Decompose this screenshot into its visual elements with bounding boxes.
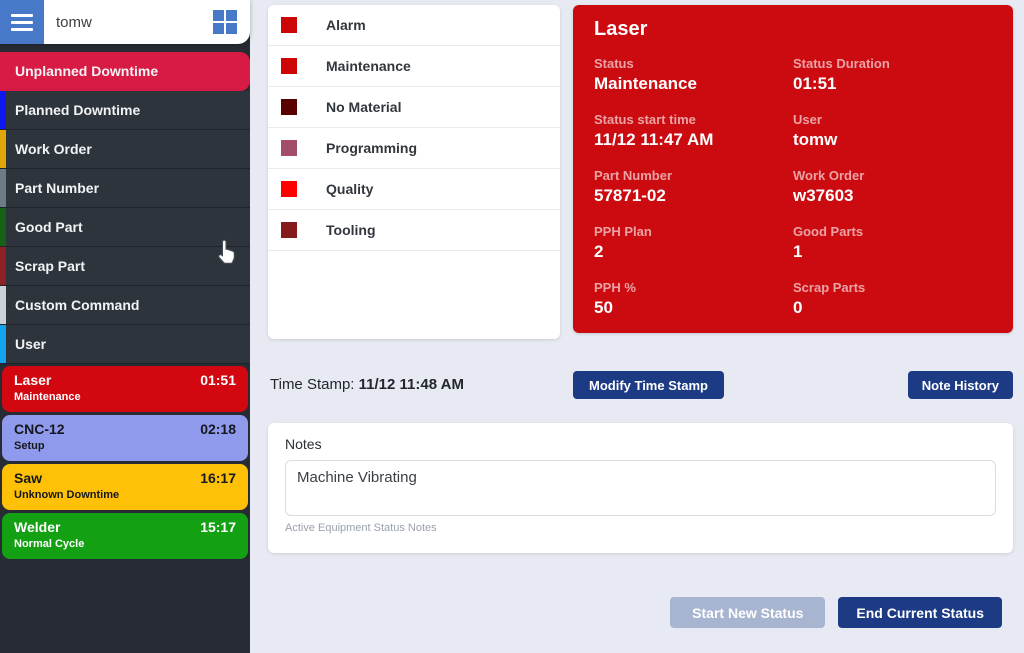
reason-color-swatch (281, 58, 297, 74)
equipment-status-panel: Laser Status Maintenance Status Duration… (573, 5, 1013, 333)
color-stripe (0, 286, 6, 324)
reason-label: Programming (326, 140, 418, 156)
reason-item-alarm[interactable]: Alarm (268, 5, 560, 46)
field-scrap-parts: Scrap Parts 0 (793, 280, 866, 317)
machine-duration: 15:17 (200, 519, 236, 535)
reason-label: Tooling (326, 222, 376, 238)
status-field-grid: Status Maintenance Status Duration 01:51… (594, 56, 992, 318)
reason-label: Alarm (326, 17, 366, 33)
machine-name: Welder (14, 519, 61, 535)
note-history-button[interactable]: Note History (907, 371, 1013, 399)
machine-name: Laser (14, 372, 52, 388)
sidebar-item-label: Scrap Part (15, 258, 86, 274)
field-status: Status Maintenance (594, 56, 697, 93)
timestamp-label: Time Stamp: (270, 376, 355, 393)
reason-label: Maintenance (326, 58, 411, 74)
color-stripe (0, 130, 6, 168)
reason-color-swatch (281, 17, 297, 33)
modify-time-stamp-button[interactable]: Modify Time Stamp (573, 371, 724, 399)
sidebar-item-good-part[interactable]: Good Part (0, 208, 250, 247)
sidebar-nav: Unplanned Downtime Planned Downtime Work… (0, 52, 250, 364)
timestamp-row: Time Stamp: 11/12 11:48 AM Modify Time S… (268, 368, 1013, 408)
reason-item-quality[interactable]: Quality (268, 169, 560, 210)
sidebar-item-label: User (15, 336, 47, 352)
machine-card-cnc-12[interactable]: CNC-12 02:18 Setup (2, 415, 248, 461)
equipment-title: Laser (594, 18, 648, 40)
apps-grid-button[interactable] (208, 5, 242, 39)
reason-color-swatch (281, 181, 297, 197)
menu-icon (11, 13, 33, 17)
machine-duration: 02:18 (200, 421, 236, 437)
start-new-status-button[interactable]: Start New Status (670, 597, 826, 628)
color-stripe (0, 169, 6, 207)
sidebar-header (0, 0, 250, 44)
end-current-status-button[interactable]: End Current Status (838, 597, 1002, 628)
reason-label: Quality (326, 181, 374, 197)
grid-icon (213, 10, 224, 21)
reason-item-no-material[interactable]: No Material (268, 87, 560, 128)
color-stripe (0, 325, 6, 363)
sidebar-item-label: Good Part (15, 219, 83, 235)
timestamp-value: 11/12 11:48 AM (358, 376, 464, 393)
color-stripe (0, 208, 6, 246)
field-work-order: Work Order w37603 (793, 168, 865, 205)
sidebar-item-custom-command[interactable]: Custom Command (0, 286, 250, 325)
reason-item-maintenance[interactable]: Maintenance (268, 46, 560, 87)
status-reason-list: Alarm Maintenance No Material Programmin… (268, 5, 560, 339)
field-pph-percent: PPH % 50 (594, 280, 636, 317)
sidebar-item-unplanned-downtime[interactable]: Unplanned Downtime (0, 52, 250, 91)
sidebar-item-label: Unplanned Downtime (15, 63, 159, 79)
sidebar-item-scrap-part[interactable]: Scrap Part (0, 247, 250, 286)
color-stripe (0, 247, 6, 285)
field-good-parts: Good Parts 1 (793, 224, 864, 261)
machine-card-saw[interactable]: Saw 16:17 Unknown Downtime (2, 464, 248, 510)
machine-name: Saw (14, 470, 43, 486)
reason-color-swatch (281, 99, 297, 115)
sidebar-item-label: Part Number (15, 180, 100, 196)
sidebar-item-label: Work Order (15, 141, 92, 157)
notes-input[interactable]: Machine Vibrating (285, 460, 996, 516)
machine-duration: 01:51 (200, 372, 236, 388)
field-part-number: Part Number 57871-02 (594, 168, 673, 205)
sidebar-item-part-number[interactable]: Part Number (0, 169, 250, 208)
machine-card-welder[interactable]: Welder 15:17 Normal Cycle (2, 513, 248, 559)
reason-label: No Material (326, 99, 402, 115)
machine-name: CNC-12 (14, 421, 65, 437)
reason-color-swatch (281, 222, 297, 238)
field-status-duration: Status Duration 01:51 (793, 56, 890, 93)
user-input[interactable] (44, 13, 208, 31)
machine-duration: 16:17 (200, 470, 236, 486)
machine-card-laser[interactable]: Laser 01:51 Maintenance (2, 366, 248, 412)
color-stripe (0, 91, 6, 129)
machine-status: Setup (14, 440, 45, 452)
sidebar-item-label: Custom Command (15, 297, 140, 313)
sidebar-item-work-order[interactable]: Work Order (0, 130, 250, 169)
notes-card: Notes Machine Vibrating Active Equipment… (268, 423, 1013, 553)
notes-title: Notes (285, 436, 322, 452)
timestamp-text: Time Stamp: 11/12 11:48 AM (270, 376, 464, 393)
reason-item-programming[interactable]: Programming (268, 128, 560, 169)
sidebar-item-planned-downtime[interactable]: Planned Downtime (0, 91, 250, 130)
machine-status: Maintenance (14, 391, 81, 403)
notes-helper-text: Active Equipment Status Notes (285, 522, 437, 534)
machine-status: Unknown Downtime (14, 489, 120, 501)
machine-status: Normal Cycle (14, 538, 85, 550)
field-pph-plan: PPH Plan 2 (594, 224, 652, 261)
machine-list: Laser 01:51 Maintenance CNC-12 02:18 Set… (0, 366, 250, 559)
field-user: User tomw (793, 112, 838, 149)
reason-item-tooling[interactable]: Tooling (268, 210, 560, 251)
hamburger-menu-button[interactable] (0, 0, 44, 44)
sidebar-item-label: Planned Downtime (15, 102, 141, 118)
reason-color-swatch (281, 140, 297, 156)
bottom-actions: Start New Status End Current Status (268, 597, 1013, 628)
sidebar: Unplanned Downtime Planned Downtime Work… (0, 0, 250, 653)
field-status-start-time: Status start time 11/12 11:47 AM (594, 112, 714, 149)
sidebar-item-user[interactable]: User (0, 325, 250, 364)
